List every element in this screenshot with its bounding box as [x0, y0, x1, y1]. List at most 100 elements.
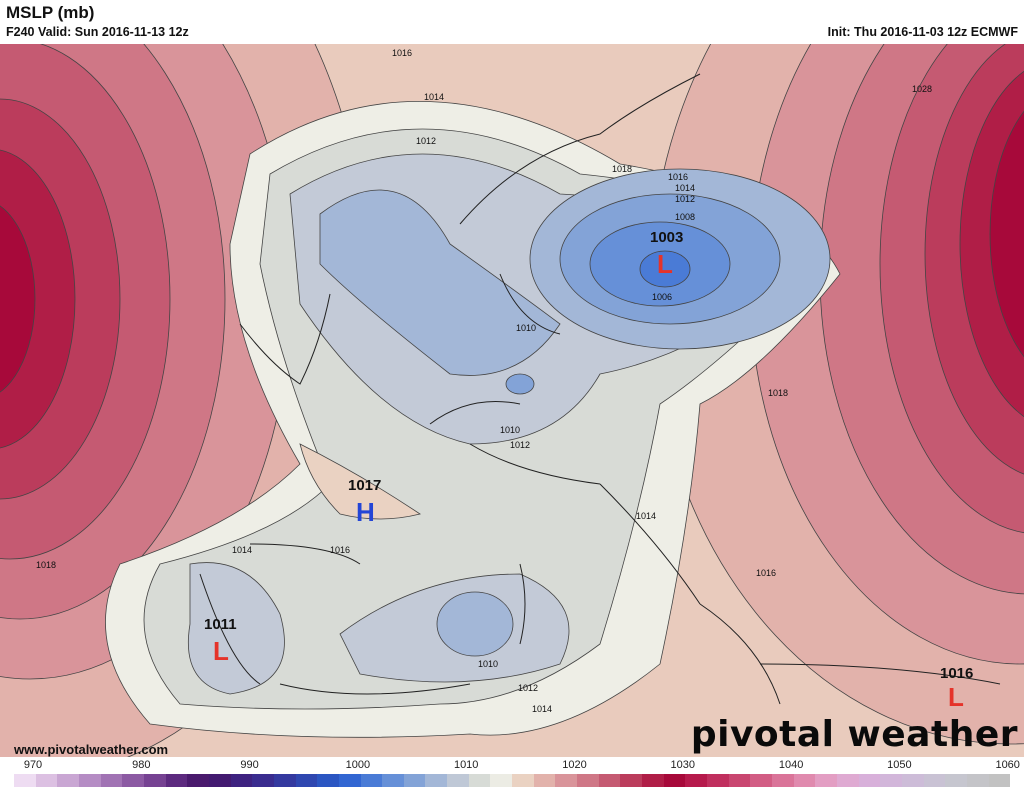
colorbar-swatch: [598, 774, 621, 787]
colorbar-swatch: [815, 774, 837, 787]
colorbar-swatch: [533, 774, 556, 787]
colorbar-swatch: [122, 774, 144, 787]
colorbar-swatch: [966, 774, 989, 787]
low-marker: L: [948, 682, 964, 712]
colorbar-swatch: [273, 774, 296, 787]
colorbar-swatches: [14, 774, 1011, 787]
colorbar-swatch: [945, 774, 967, 787]
contour-label: 1016: [392, 48, 412, 58]
contour-label: 1010: [516, 323, 536, 333]
colorbar-swatch: [642, 774, 664, 787]
contour-labels: 1016 1014 1012 1028 1018 1016 1014 1012 …: [36, 48, 932, 714]
pressure-map: 1016 1014 1012 1028 1018 1016 1014 1012 …: [0, 44, 1024, 757]
colorbar-swatch: [165, 774, 188, 787]
colorbar-swatch: [555, 774, 578, 787]
coastlines: [199, 73, 1001, 705]
colorbar-swatch: [35, 774, 58, 787]
contour-label: 1008: [675, 212, 695, 222]
colorbar-tick-label: 1040: [778, 759, 804, 771]
low-marker: L: [213, 636, 229, 666]
colorbar-swatch: [295, 774, 318, 787]
contour-label: 1014: [675, 183, 695, 193]
colorbar-swatch: [707, 774, 729, 787]
contour-label: 1016: [756, 568, 776, 578]
colorbar-ticks: 970 980 990 1000 1010 1020 1030 1040 1050 1060: [0, 759, 1024, 773]
contour-label: 1016: [668, 172, 688, 182]
low-marker: L: [657, 249, 673, 279]
colorbar-swatch: [338, 774, 361, 787]
colorbar-tick-label: 970: [23, 759, 43, 771]
low-pressure-trough: [105, 100, 841, 738]
contour-label: 1028: [912, 84, 932, 94]
contour-label: 1010: [500, 425, 520, 435]
mslp-field: 1016 1014 1012 1028 1018 1016 1014 1012 …: [0, 44, 1024, 757]
colorbar-tick-label: 1030: [670, 759, 696, 771]
colorbar-swatch: [836, 774, 859, 787]
init-time: Init: Thu 2016-11-03 12z ECMWF: [827, 25, 1018, 39]
map-title: MSLP (mb): [6, 3, 95, 22]
high-pressure-east: [649, 44, 1024, 745]
contour-label: 1012: [510, 440, 530, 450]
colorbar-swatch: [403, 774, 426, 787]
colorbar-swatch: [728, 774, 751, 787]
contour-label: 1012: [675, 194, 695, 204]
contour-label: 1016: [330, 545, 350, 555]
colorbar-tick-label: 990: [240, 759, 259, 771]
contour-label: 1014: [424, 92, 444, 102]
colorbar-swatch: [14, 774, 36, 787]
colorbar-swatch: [512, 774, 534, 787]
low-center-value: 1011: [204, 616, 237, 633]
colorbar-swatch: [901, 774, 924, 787]
contour-label: 1012: [518, 683, 538, 693]
contour-label: 1014: [232, 545, 252, 555]
colorbar-swatch: [57, 774, 79, 787]
website-url: www.pivotalweather.com: [14, 742, 169, 757]
colorbar-swatch: [187, 774, 209, 787]
colorbar-tick-label: 1010: [453, 759, 479, 771]
colorbar-swatch: [577, 774, 599, 787]
colorbar-swatch: [620, 774, 643, 787]
colorbar-swatch: [208, 774, 231, 787]
colorbar-swatch: [880, 774, 902, 787]
contour-label: 1012: [416, 136, 436, 146]
valid-time: F240 Valid: Sun 2016-11-13 12z: [6, 25, 189, 39]
low-center-value: 1003: [650, 229, 683, 246]
colorbar-swatch: [858, 774, 881, 787]
colorbar-tick-label: 1020: [562, 759, 587, 771]
colorbar-swatch: [468, 774, 491, 787]
colorbar-swatch: [750, 774, 772, 787]
colorbar-swatch: [100, 774, 123, 787]
low-center-value: 1016: [940, 665, 973, 682]
colorbar-swatch: [78, 774, 101, 787]
colorbar-swatch: [143, 774, 166, 787]
contour-label: 1018: [36, 560, 56, 570]
colorbar-swatch: [317, 774, 339, 787]
contour-label: 1014: [532, 704, 552, 714]
colorbar-swatch: [685, 774, 707, 787]
colorbar-swatch: [923, 774, 946, 787]
colorbar-swatch: [988, 774, 1011, 787]
contour-label: 1018: [768, 388, 788, 398]
header: MSLP (mb) F240 Valid: Sun 2016-11-13 12z…: [0, 0, 1024, 44]
contour-label: 1006: [652, 292, 672, 302]
colorbar-tick-label: 1000: [345, 759, 371, 771]
colorbar-swatch: [490, 774, 513, 787]
colorbar-swatch: [663, 774, 686, 787]
colorbar-swatch: [230, 774, 253, 787]
colorbar-swatch: [771, 774, 794, 787]
colorbar-swatch: [425, 774, 448, 787]
contour-label: 1018: [612, 164, 632, 174]
brand-logo: pivotal weather: [690, 714, 1018, 755]
high-marker: H: [356, 497, 375, 527]
colorbar-tick-label: 980: [132, 759, 151, 771]
contour-label: 1014: [636, 511, 656, 521]
colorbar-tick-label: 1060: [995, 759, 1020, 771]
colorbar-swatch: [382, 774, 404, 787]
pressure-centers: 1003 L 1017 H 1011 L 1016 L: [204, 229, 973, 712]
colorbar-swatch: [793, 774, 816, 787]
high-center-value: 1017: [348, 477, 381, 494]
colorbar-swatch: [447, 774, 469, 787]
contour-label: 1010: [478, 659, 498, 669]
colorbar: 970 980 990 1000 1010 1020 1030 1040 1050 1060: [0, 757, 1024, 791]
colorbar-swatch: [252, 774, 274, 787]
